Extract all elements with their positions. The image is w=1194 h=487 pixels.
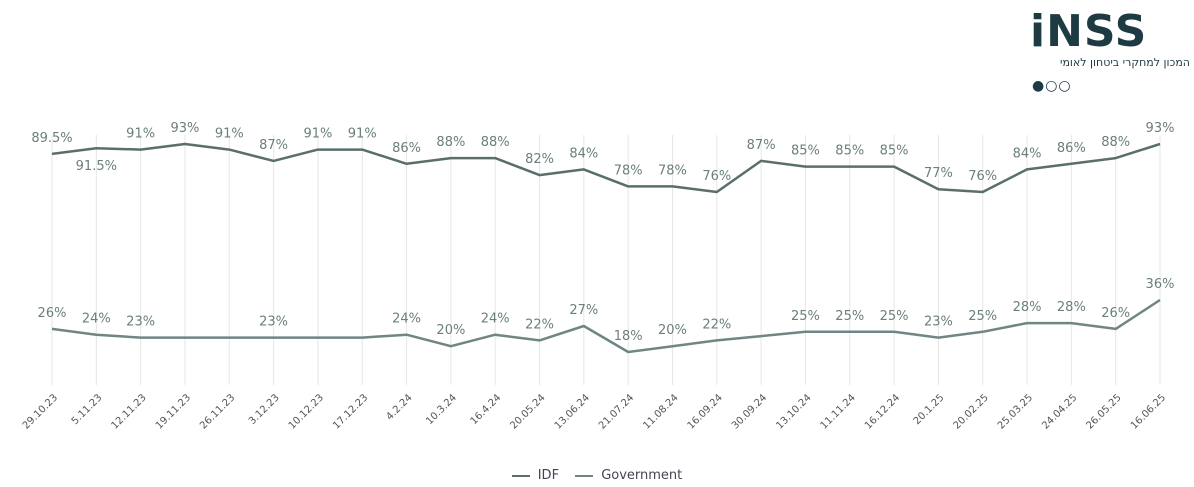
data-label: 23% xyxy=(924,315,953,330)
x-tick-label: 5.11.23 xyxy=(70,392,105,427)
x-tick-label: 3.12.23 xyxy=(247,392,282,427)
data-label: 82% xyxy=(525,152,554,167)
data-label: 93% xyxy=(1146,121,1175,136)
data-label: 89.5% xyxy=(31,131,72,146)
data-label: 91% xyxy=(303,127,332,142)
data-label: 28% xyxy=(1057,300,1086,315)
x-tick-label: 13.10.24 xyxy=(774,392,813,431)
x-tick-label: 10.12.23 xyxy=(287,392,326,431)
data-label: 91% xyxy=(126,127,155,142)
data-label: 91% xyxy=(215,127,244,142)
data-label: 84% xyxy=(569,146,598,161)
data-label: 23% xyxy=(126,315,155,330)
legend-label-idf: IDF xyxy=(537,468,560,483)
data-label: 23% xyxy=(259,315,288,330)
data-label: 26% xyxy=(38,306,67,321)
data-label: 25% xyxy=(835,309,864,324)
logo-subtitle: המכון למחקרי ביטחון לאומי xyxy=(1059,56,1190,69)
x-tick-label: 13.06.24 xyxy=(553,392,592,431)
data-label: 24% xyxy=(481,312,510,327)
x-tick-label: 16.09.24 xyxy=(686,392,725,431)
x-tick-label: 25.03.25 xyxy=(996,392,1035,431)
data-label: 27% xyxy=(569,303,598,318)
x-axis-ticks: 29.10.23 5.11.23 12.11.23 19.11.23 26.11.23 3… xyxy=(21,392,1168,431)
data-label: 22% xyxy=(525,317,554,332)
logo-dots-icon: ●○○ xyxy=(1032,78,1072,94)
data-label: 24% xyxy=(392,312,421,327)
data-label: 20% xyxy=(658,323,687,338)
legend: IDF Government xyxy=(0,468,1194,483)
data-label: 91% xyxy=(348,127,377,142)
legend-label-government: Government xyxy=(601,468,683,483)
data-labels: 89.5% 91.5% 91% 93% 91% 87% 91% 91% 86% 88% 88% 82%… xyxy=(31,121,1174,344)
x-tick-label: 26.05.25 xyxy=(1085,392,1124,431)
data-label: 18% xyxy=(614,329,643,344)
data-label: 78% xyxy=(614,163,643,178)
data-label: 20% xyxy=(436,323,465,338)
x-tick-label: 20.05.24 xyxy=(508,392,547,431)
x-tick-label: 16.12.24 xyxy=(863,392,902,431)
data-label: 76% xyxy=(702,169,731,184)
legend-swatch-government xyxy=(575,474,594,477)
series-line-government xyxy=(51,298,1161,354)
x-tick-label: 26.11.23 xyxy=(198,392,237,431)
data-label: 25% xyxy=(968,309,997,324)
data-label: 76% xyxy=(968,169,997,184)
data-label: 26% xyxy=(1101,306,1130,321)
legend-item-idf: IDF xyxy=(511,468,560,483)
data-label: 86% xyxy=(1057,141,1086,156)
data-label: 22% xyxy=(702,317,731,332)
data-label: 25% xyxy=(791,309,820,324)
legend-swatch-idf xyxy=(511,474,530,477)
grid-lines xyxy=(51,135,1161,385)
data-label: 88% xyxy=(481,135,510,150)
x-tick-label: 16.06.25 xyxy=(1129,392,1168,431)
data-label: 77% xyxy=(924,166,953,181)
data-label: 78% xyxy=(658,163,687,178)
x-tick-label: 29.10.23 xyxy=(21,392,60,431)
x-tick-label: 11.08.24 xyxy=(641,392,680,431)
legend-item-government: Government xyxy=(575,468,682,483)
data-label: 91.5% xyxy=(76,159,117,174)
x-tick-label: 20.02.25 xyxy=(952,392,991,431)
data-label: 87% xyxy=(747,138,776,153)
data-label: 25% xyxy=(880,309,909,324)
x-tick-label: 21.07.24 xyxy=(597,392,636,431)
data-label: 24% xyxy=(82,312,111,327)
logo-wordmark: iNSS xyxy=(1030,6,1148,57)
data-label: 85% xyxy=(791,144,820,159)
data-label: 28% xyxy=(1013,300,1042,315)
data-label: 86% xyxy=(392,141,421,156)
inss-logo: iNSS המכון למחקרי ביטחון לאומי ●○○ xyxy=(1030,10,1190,100)
data-label: 88% xyxy=(1101,135,1130,150)
data-label: 84% xyxy=(1013,146,1042,161)
data-label: 36% xyxy=(1146,277,1175,292)
data-label: 93% xyxy=(171,121,200,136)
x-tick-label: 4.2.24 xyxy=(384,392,414,422)
data-label: 88% xyxy=(436,135,465,150)
x-tick-label: 19.11.23 xyxy=(154,392,193,431)
x-tick-label: 10.3.24 xyxy=(424,392,459,427)
x-tick-label: 12.11.23 xyxy=(109,392,148,431)
data-label: 85% xyxy=(835,144,864,159)
x-tick-label: 24.04.25 xyxy=(1040,392,1079,431)
x-tick-label: 11.11.24 xyxy=(819,392,858,431)
x-tick-label: 20.1.25 xyxy=(912,392,947,427)
series-lines xyxy=(51,142,1161,354)
x-tick-label: 17.12.23 xyxy=(331,392,370,431)
data-label: 87% xyxy=(259,138,288,153)
x-tick-label: 16.4.24 xyxy=(469,392,504,427)
x-tick-label: 30.09.24 xyxy=(730,392,769,431)
data-label: 85% xyxy=(880,144,909,159)
series-line-idf xyxy=(51,142,1161,194)
